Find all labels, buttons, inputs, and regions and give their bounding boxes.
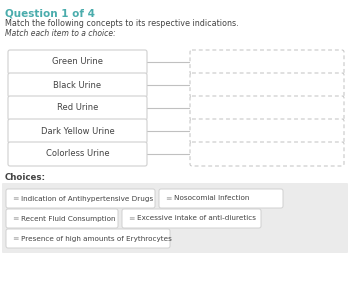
Text: Nosocomial Infection: Nosocomial Infection: [174, 196, 249, 201]
Text: Green Urine: Green Urine: [52, 58, 103, 66]
FancyBboxPatch shape: [190, 119, 344, 143]
FancyBboxPatch shape: [8, 142, 147, 166]
Text: Indication of Antihypertensive Drugs: Indication of Antihypertensive Drugs: [21, 196, 153, 201]
FancyBboxPatch shape: [8, 73, 147, 97]
FancyBboxPatch shape: [6, 209, 118, 228]
FancyBboxPatch shape: [6, 229, 170, 248]
FancyBboxPatch shape: [159, 189, 283, 208]
FancyBboxPatch shape: [190, 96, 344, 120]
FancyBboxPatch shape: [8, 50, 147, 74]
Text: Presence of high amounts of Erythrocytes: Presence of high amounts of Erythrocytes: [21, 235, 172, 242]
Text: Dark Yellow Urine: Dark Yellow Urine: [41, 127, 114, 135]
Text: ≡: ≡: [128, 214, 134, 223]
Text: ≡: ≡: [12, 194, 18, 203]
FancyBboxPatch shape: [6, 189, 155, 208]
Text: Excessive intake of anti-diuretics: Excessive intake of anti-diuretics: [137, 216, 256, 222]
FancyBboxPatch shape: [2, 183, 348, 253]
Text: Recent Fluid Consumption: Recent Fluid Consumption: [21, 216, 116, 222]
Text: Question 1 of 4: Question 1 of 4: [5, 8, 95, 18]
Text: ≡: ≡: [165, 194, 171, 203]
Text: Red Urine: Red Urine: [57, 104, 98, 112]
Text: Choices:: Choices:: [5, 173, 46, 182]
FancyBboxPatch shape: [122, 209, 261, 228]
Text: ≡: ≡: [12, 234, 18, 243]
Text: Colorless Urine: Colorless Urine: [46, 150, 109, 158]
FancyBboxPatch shape: [190, 142, 344, 166]
FancyBboxPatch shape: [190, 73, 344, 97]
FancyBboxPatch shape: [8, 119, 147, 143]
Text: Match each item to a choice:: Match each item to a choice:: [5, 29, 116, 38]
Text: ≡: ≡: [12, 214, 18, 223]
Text: Match the following concepts to its respective indications.: Match the following concepts to its resp…: [5, 19, 239, 28]
Text: Black Urine: Black Urine: [54, 81, 102, 89]
FancyBboxPatch shape: [190, 50, 344, 74]
FancyBboxPatch shape: [8, 96, 147, 120]
